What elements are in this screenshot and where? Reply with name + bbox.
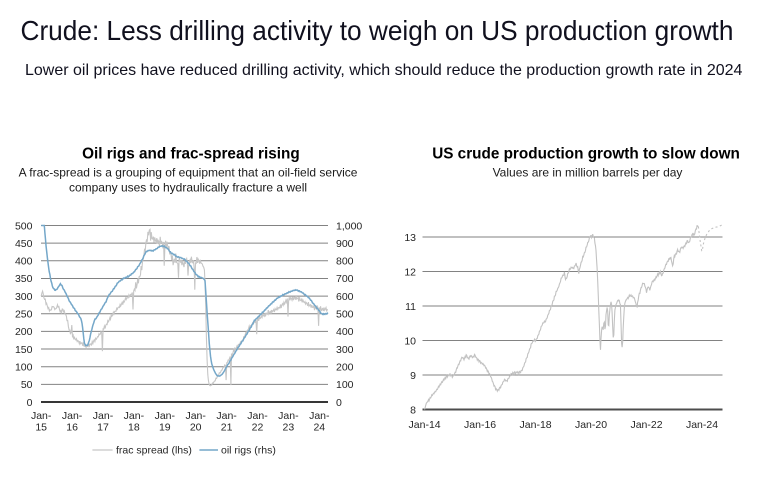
svg-text:21: 21: [221, 422, 233, 434]
svg-text:600: 600: [336, 291, 354, 303]
svg-text:Jan-: Jan-: [31, 410, 52, 422]
svg-text:oil rigs (rhs): oil rigs (rhs): [221, 445, 276, 457]
svg-text:100: 100: [336, 379, 354, 391]
svg-text:400: 400: [336, 326, 354, 338]
svg-text:0: 0: [27, 397, 33, 409]
svg-text:Jan-24: Jan-24: [686, 419, 718, 431]
svg-text:Oil rigs and frac-spread risin: Oil rigs and frac-spread rising: [82, 146, 300, 163]
svg-text:18: 18: [128, 422, 140, 434]
svg-text:Jan-14: Jan-14: [409, 419, 441, 431]
svg-text:12: 12: [404, 266, 416, 278]
svg-text:9: 9: [410, 370, 416, 382]
svg-text:500: 500: [336, 309, 354, 321]
svg-text:150: 150: [15, 344, 33, 356]
svg-text:350: 350: [15, 273, 33, 285]
svg-text:11: 11: [405, 301, 416, 313]
svg-text:US crude production growth to: US crude production growth to slow down: [432, 146, 740, 163]
svg-text:200: 200: [15, 326, 33, 338]
svg-text:Jan-: Jan-: [216, 410, 237, 422]
svg-text:Jan-: Jan-: [247, 410, 268, 422]
svg-text:800: 800: [336, 256, 354, 268]
svg-text:23: 23: [283, 422, 295, 434]
svg-text:Jan-: Jan-: [93, 410, 114, 422]
svg-text:Jan-: Jan-: [309, 410, 330, 422]
svg-text:1,000: 1,000: [336, 220, 362, 232]
svg-text:company uses to hydraulically: company uses to hydraulically fracture a…: [69, 181, 307, 195]
svg-text:22: 22: [252, 422, 264, 434]
svg-text:13: 13: [404, 232, 416, 244]
svg-text:450: 450: [15, 238, 33, 250]
svg-text:Jan-20: Jan-20: [575, 419, 607, 431]
svg-text:700: 700: [336, 273, 354, 285]
svg-text:300: 300: [15, 291, 33, 303]
svg-text:10: 10: [404, 335, 416, 347]
svg-text:900: 900: [336, 238, 354, 250]
svg-text:8: 8: [410, 404, 416, 416]
svg-text:Jan-: Jan-: [185, 410, 206, 422]
svg-text:Jan-16: Jan-16: [464, 419, 496, 431]
svg-text:16: 16: [66, 422, 78, 434]
svg-text:Jan-: Jan-: [62, 410, 83, 422]
svg-text:15: 15: [35, 422, 47, 434]
svg-text:250: 250: [15, 309, 33, 321]
svg-text:Crude: Less drilling activity: Crude: Less drilling activity to weigh o…: [21, 14, 734, 46]
svg-text:50: 50: [21, 379, 33, 391]
svg-text:frac spread (lhs): frac spread (lhs): [116, 445, 192, 457]
svg-text:Values are in million barrels: Values are in million barrels per day: [493, 166, 683, 180]
svg-text:Lower oil prices have reduced: Lower oil prices have reduced drilling a…: [25, 62, 743, 79]
svg-text:400: 400: [15, 256, 33, 268]
svg-text:Jan-: Jan-: [155, 410, 176, 422]
svg-text:Jan-: Jan-: [124, 410, 145, 422]
svg-text:500: 500: [15, 220, 33, 232]
svg-text:20: 20: [190, 422, 202, 434]
svg-text:300: 300: [336, 344, 354, 356]
svg-text:24: 24: [313, 422, 325, 434]
svg-text:100: 100: [15, 362, 33, 374]
svg-text:Jan-: Jan-: [278, 410, 299, 422]
svg-text:200: 200: [336, 362, 354, 374]
svg-text:19: 19: [159, 422, 171, 434]
svg-text:0: 0: [336, 397, 342, 409]
svg-text:Jan-18: Jan-18: [520, 419, 552, 431]
svg-text:A frac-spread is a grouping of: A frac-spread is a grouping of equipment…: [19, 166, 358, 180]
svg-text:Jan-22: Jan-22: [630, 419, 662, 431]
svg-text:17: 17: [97, 422, 109, 434]
